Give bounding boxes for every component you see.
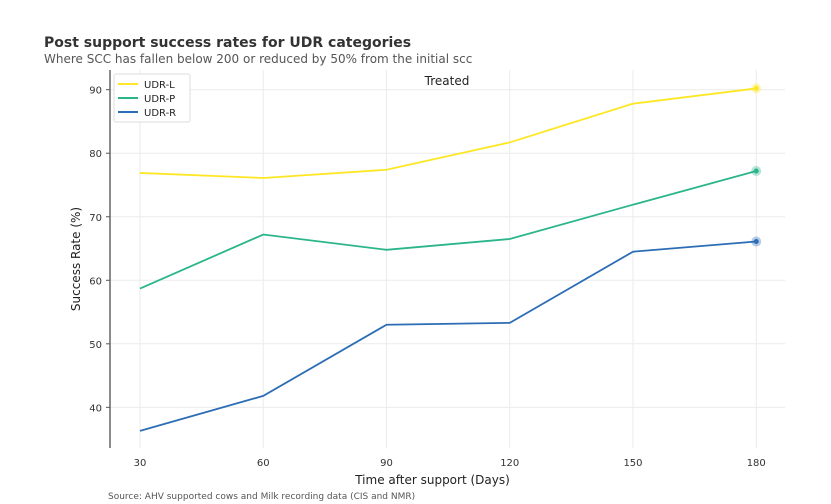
y-tick-label: 70	[89, 213, 102, 224]
x-tick-label: 180	[747, 458, 766, 469]
x-tick-label: 60	[257, 458, 270, 469]
end-marker	[753, 85, 759, 91]
panel-title: Treated	[424, 74, 470, 88]
chart-subtitle: Where SCC has fallen below 200 or reduce…	[44, 52, 473, 66]
x-tick-label: 120	[500, 458, 519, 469]
series-line-udr-l	[139, 87, 757, 179]
legend-label: UDR-R	[144, 108, 176, 119]
legend-box	[113, 73, 191, 123]
chart-title: Post support success rates for UDR categ…	[44, 35, 412, 51]
x-tick-label: 150	[623, 458, 642, 469]
x-axis-label: Time after support (Days)	[354, 473, 510, 487]
y-tick-label: 80	[89, 149, 102, 160]
source-note: Source: AHV supported cows and Milk reco…	[108, 492, 416, 502]
y-tick-label: 90	[89, 86, 102, 97]
end-marker	[753, 239, 759, 245]
end-marker	[753, 168, 759, 174]
legend-label: UDR-L	[144, 80, 175, 91]
x-tick-label: 90	[380, 458, 393, 469]
y-tick-label: 50	[89, 340, 102, 351]
y-tick-label: 40	[89, 403, 102, 414]
series-line-udr-r	[139, 240, 757, 432]
y-axis-label: Success Rate (%)	[69, 207, 83, 311]
x-tick-label: 30	[134, 458, 147, 469]
y-tick-label: 60	[89, 276, 102, 287]
series-line-udr-p	[139, 170, 757, 290]
legend-label: UDR-P	[144, 94, 175, 105]
